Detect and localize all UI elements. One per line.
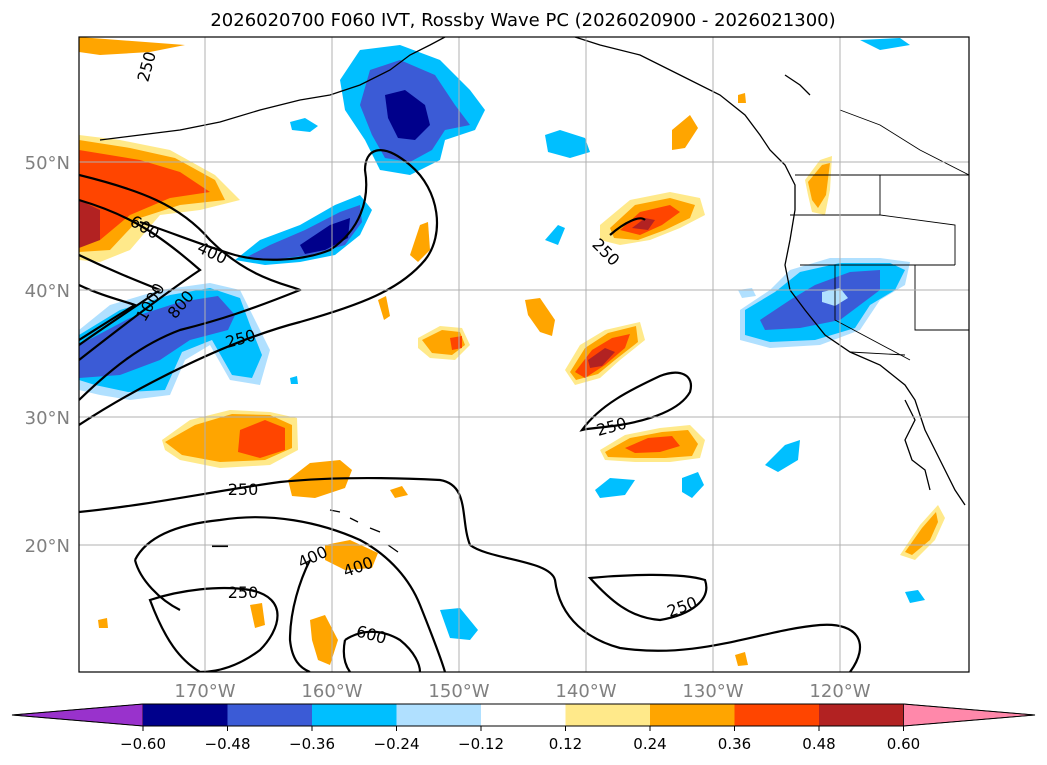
colorbar-tick-label: 0.36 [718,735,751,753]
lat-label: 20°N [25,536,70,557]
lon-label: 140°W [555,681,616,702]
figure-title: 2026020700 F060 IVT, Rossby Wave PC (202… [210,10,835,31]
map-background [79,37,969,672]
colorbar-segment [143,704,228,726]
map-frame [78,36,970,673]
lon-label: 120°W [809,681,870,702]
colorbar-outline [11,703,1036,727]
colorbar-tick-label: 0.24 [633,735,666,753]
colorbar-segment [396,704,482,726]
colorbar-tick-label: −0.60 [120,735,166,753]
map-panel: 250 600 400 1000 800 250 250 250 250 400… [78,36,970,673]
colorbar-segment [312,704,397,726]
colorbar-tick-label: −0.12 [458,735,504,753]
graticule [79,37,969,672]
lon-label: 170°W [174,681,235,702]
lat-label: 40°N [25,281,70,302]
lon-label: 160°W [301,681,362,702]
colorbar: −0.60 −0.48 −0.36 −0.24 −0.12 0.12 0.24 0.36 0.4… [11,703,1036,753]
lon-label: 150°W [428,681,489,702]
colorbar-segment [650,704,735,726]
colorbar-tick-label: −0.24 [374,735,420,753]
colorbar-segment [565,704,651,726]
ivt-contours [79,149,861,672]
colorbar-segment [481,704,566,726]
colorbar-segment [819,704,904,726]
ivt-shading [79,37,945,666]
contour-label: 250 [228,480,259,499]
lon-label: 130°W [682,681,743,702]
colorbar-tick-label: 0.48 [802,735,835,753]
colorbar-max-extension [903,703,1036,727]
lat-label: 30°N [25,408,70,429]
colorbar-tick-label: −0.36 [289,735,335,753]
colorbar-tick-label: 0.12 [549,735,582,753]
contour-label: 250 [228,583,259,602]
colorbar-segment [734,704,820,726]
colorbar-tick-label: 0.60 [887,735,920,753]
lat-label: 50°N [25,153,70,174]
longitude-labels: 170°W 160°W 150°W 140°W 130°W 120°W [174,681,870,702]
colorbar-segment [227,704,313,726]
colorbar-min-extension [11,703,144,727]
latitude-labels: 50°N 40°N 30°N 20°N [25,153,70,557]
colorbar-tick-label: −0.48 [205,735,251,753]
